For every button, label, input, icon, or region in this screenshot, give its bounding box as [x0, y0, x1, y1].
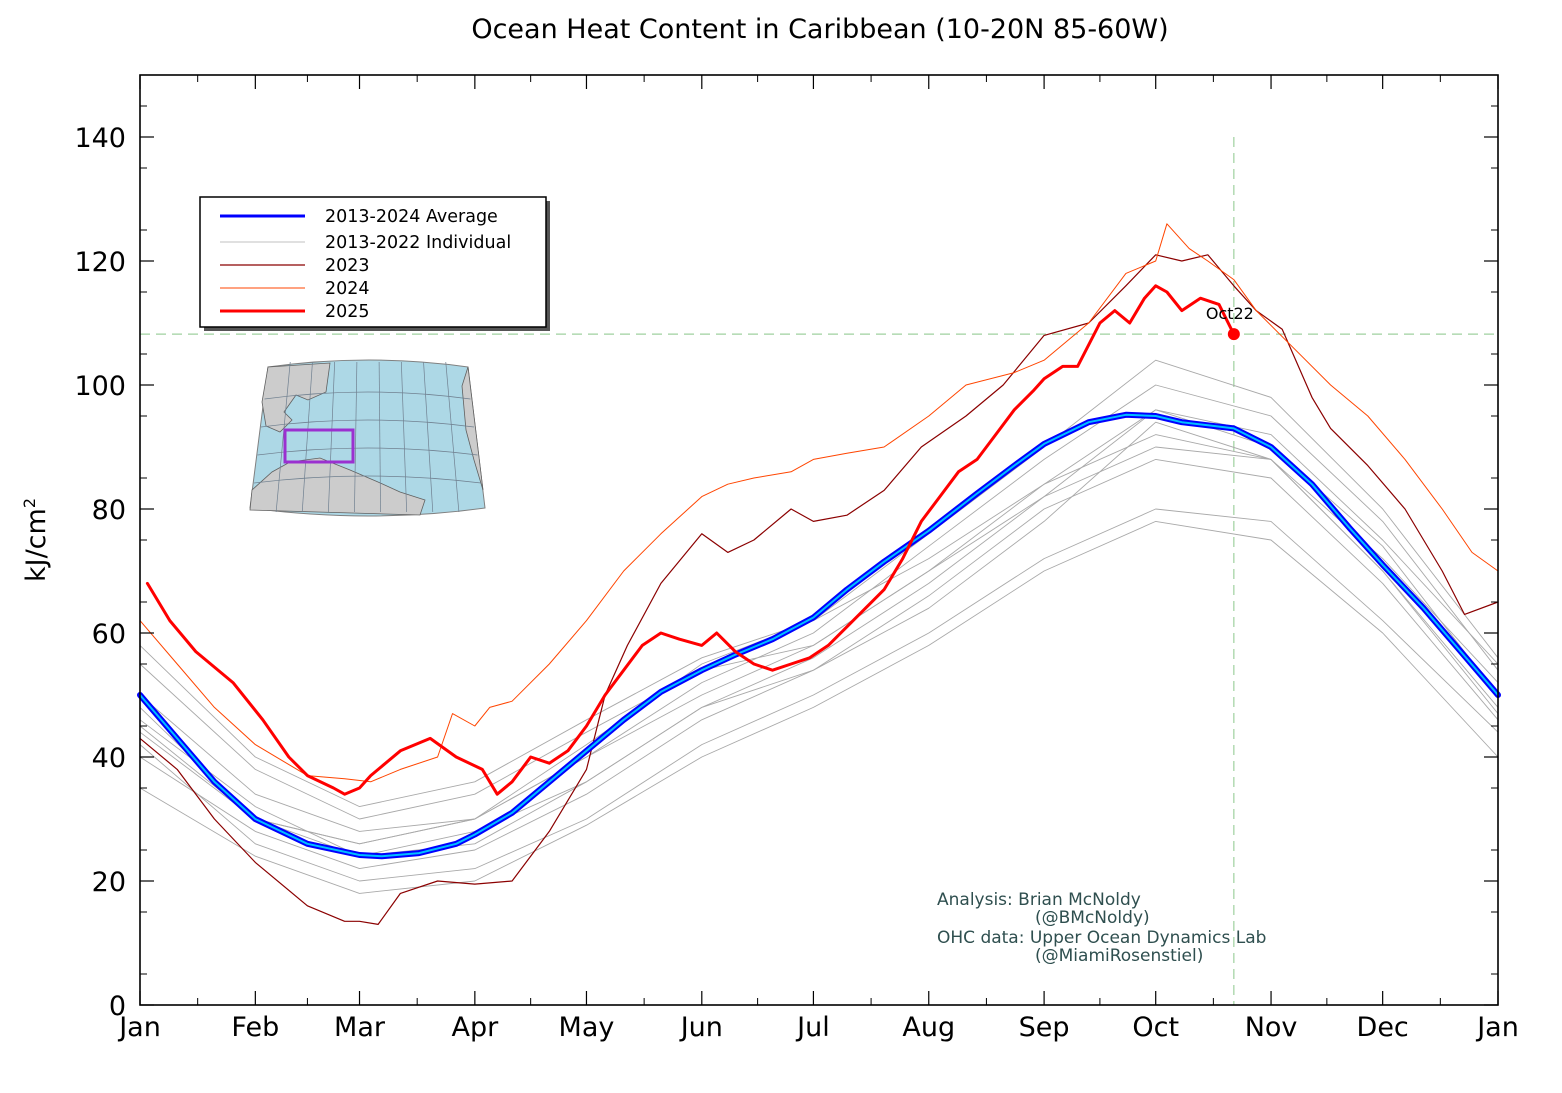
y-tick-label: 80: [92, 495, 126, 526]
series-line-2024: [139, 223, 1499, 783]
x-tick-label: Jul: [795, 1012, 830, 1043]
x-tick-label: Dec: [1357, 1012, 1409, 1043]
x-tick-label: Apr: [451, 1012, 499, 1043]
y-tick-label: 100: [74, 371, 126, 402]
inset-map-graticule: [253, 361, 482, 513]
x-tick-label: Sep: [1019, 1012, 1070, 1043]
y-tick-label: 120: [74, 247, 126, 278]
series-layer: [137, 223, 1501, 926]
x-tick-label: Jun: [679, 1012, 723, 1043]
series-line-2015: [139, 520, 1499, 894]
x-tick-label: Oct: [1132, 1012, 1179, 1043]
x-tick-label: Mar: [334, 1012, 386, 1043]
inset-map-box: [283, 428, 355, 464]
map-meridian: [301, 361, 313, 513]
x-tick-label: Jan: [1475, 1012, 1519, 1043]
legend-box: [199, 196, 547, 328]
series-line-2014: [139, 508, 1499, 882]
y-axis-label: kJ/cm2: [20, 498, 52, 582]
x-tick-label: Nov: [1245, 1012, 1298, 1043]
map-meridian: [275, 361, 291, 513]
x-tick-label: Jan: [117, 1012, 161, 1043]
series-line-2019: [139, 384, 1499, 832]
legend-label-2024: 2024: [325, 279, 370, 299]
credit-data-handle: (@MiamiRosenstiel): [1035, 946, 1203, 966]
x-tick-label: Aug: [902, 1012, 955, 1043]
legend-label-average: 2013-2024 Average: [325, 207, 498, 227]
x-tick-label: Feb: [231, 1012, 279, 1043]
inset-map-south-america: [249, 457, 426, 516]
inset-map-africa: [461, 366, 484, 491]
credit-data: OHC data: Upper Ocean Dynamics Lab: [937, 928, 1266, 948]
map-meridian: [400, 361, 408, 513]
y-tick-label: 40: [92, 743, 126, 774]
y-tick-label: 0: [109, 991, 126, 1022]
y-tick-label: 140: [74, 123, 126, 154]
y-tick-label: 60: [92, 619, 126, 650]
legend-label-2023: 2023: [325, 256, 370, 276]
map-meridian: [423, 361, 434, 513]
series-line-2025: [145, 284, 1236, 796]
map-parallel: [253, 475, 482, 484]
legend: 2013-2024 Average 2013-2022 Individual 2…: [199, 196, 550, 331]
legend-label-2025: 2025: [325, 302, 370, 322]
y-tick-label: 20: [92, 867, 126, 898]
marker-layer: Oct22: [1206, 304, 1254, 341]
map-meridian: [378, 361, 381, 513]
legend-label-individual: 2013-2022 Individual: [325, 233, 511, 253]
series-line-2013-2024-average-core: [139, 413, 1499, 858]
x-tick-label: May: [559, 1012, 615, 1043]
latest-point-label: Oct22: [1206, 304, 1254, 323]
inset-map: [249, 359, 486, 517]
map-meridian: [445, 361, 460, 513]
map-parallel: [260, 419, 475, 428]
credit-analysis: Analysis: Brian McNoldy: [937, 890, 1141, 910]
chart-title: Ocean Heat Content in Caribbean (10-20N …: [471, 14, 1168, 45]
credit-analysis-handle: (@BMcNoldy): [1035, 908, 1150, 928]
ticks-layer: 0 20 40 60 80 100 120 140 Jan Feb Mar Apr May Jun Jul A…: [74, 75, 1519, 1043]
inset-map-north-america: [261, 362, 331, 433]
credits: Analysis: Brian McNoldy (@BMcNoldy) OHC …: [937, 890, 1266, 966]
map-parallel: [264, 391, 471, 400]
map-meridian: [327, 361, 336, 513]
map-meridian: [354, 361, 358, 513]
series-line-2023: [139, 254, 1499, 926]
reference-lines: [140, 137, 1498, 1005]
latest-point-marker: [1227, 328, 1240, 341]
